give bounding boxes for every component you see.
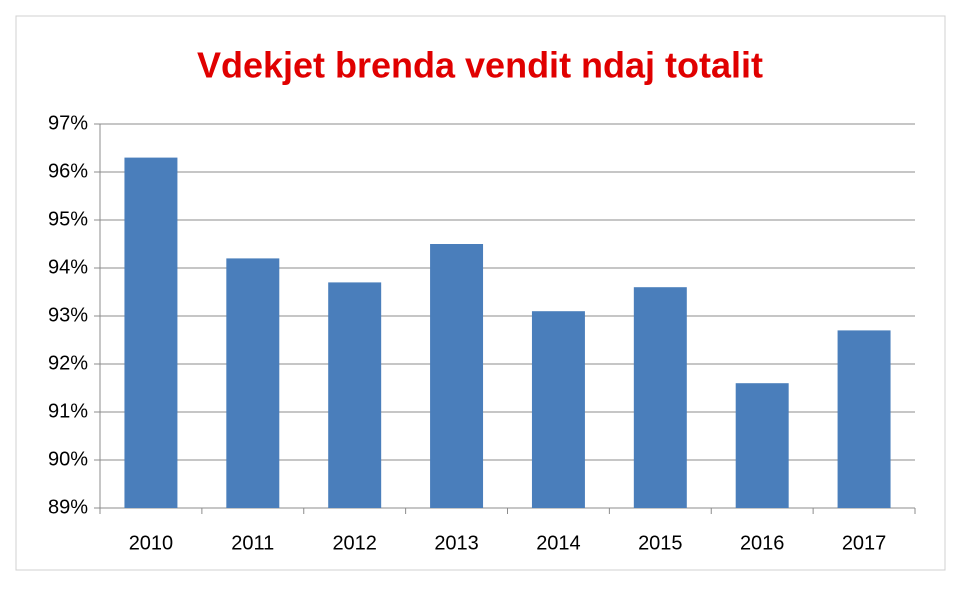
bar xyxy=(837,330,891,508)
bar xyxy=(633,287,687,508)
y-tick-label: 90% xyxy=(48,448,88,470)
y-tick-label: 97% xyxy=(48,112,88,134)
bar xyxy=(226,258,280,508)
x-tick-label: 2016 xyxy=(740,532,785,554)
y-tick-label: 96% xyxy=(48,160,88,182)
bar xyxy=(328,282,382,508)
y-tick-label: 91% xyxy=(48,400,88,422)
y-tick-label: 95% xyxy=(48,208,88,230)
y-tick-label: 93% xyxy=(48,304,88,326)
x-tick-label: 2012 xyxy=(332,532,377,554)
x-tick-label: 2015 xyxy=(638,532,683,554)
bar xyxy=(430,244,484,508)
x-tick-label: 2013 xyxy=(434,532,479,554)
x-tick-label: 2011 xyxy=(231,532,274,554)
y-tick-label: 89% xyxy=(48,496,88,518)
x-tick-label: 2014 xyxy=(536,532,581,554)
bar xyxy=(735,383,789,508)
x-tick-label: 2010 xyxy=(129,532,174,554)
chart-title: Vdekjet brenda vendit ndaj totalit xyxy=(197,45,763,86)
bar xyxy=(531,311,585,508)
bar xyxy=(124,157,178,508)
y-tick-label: 92% xyxy=(48,352,88,374)
x-tick-label: 2017 xyxy=(842,532,887,554)
y-tick-label: 94% xyxy=(48,256,88,278)
